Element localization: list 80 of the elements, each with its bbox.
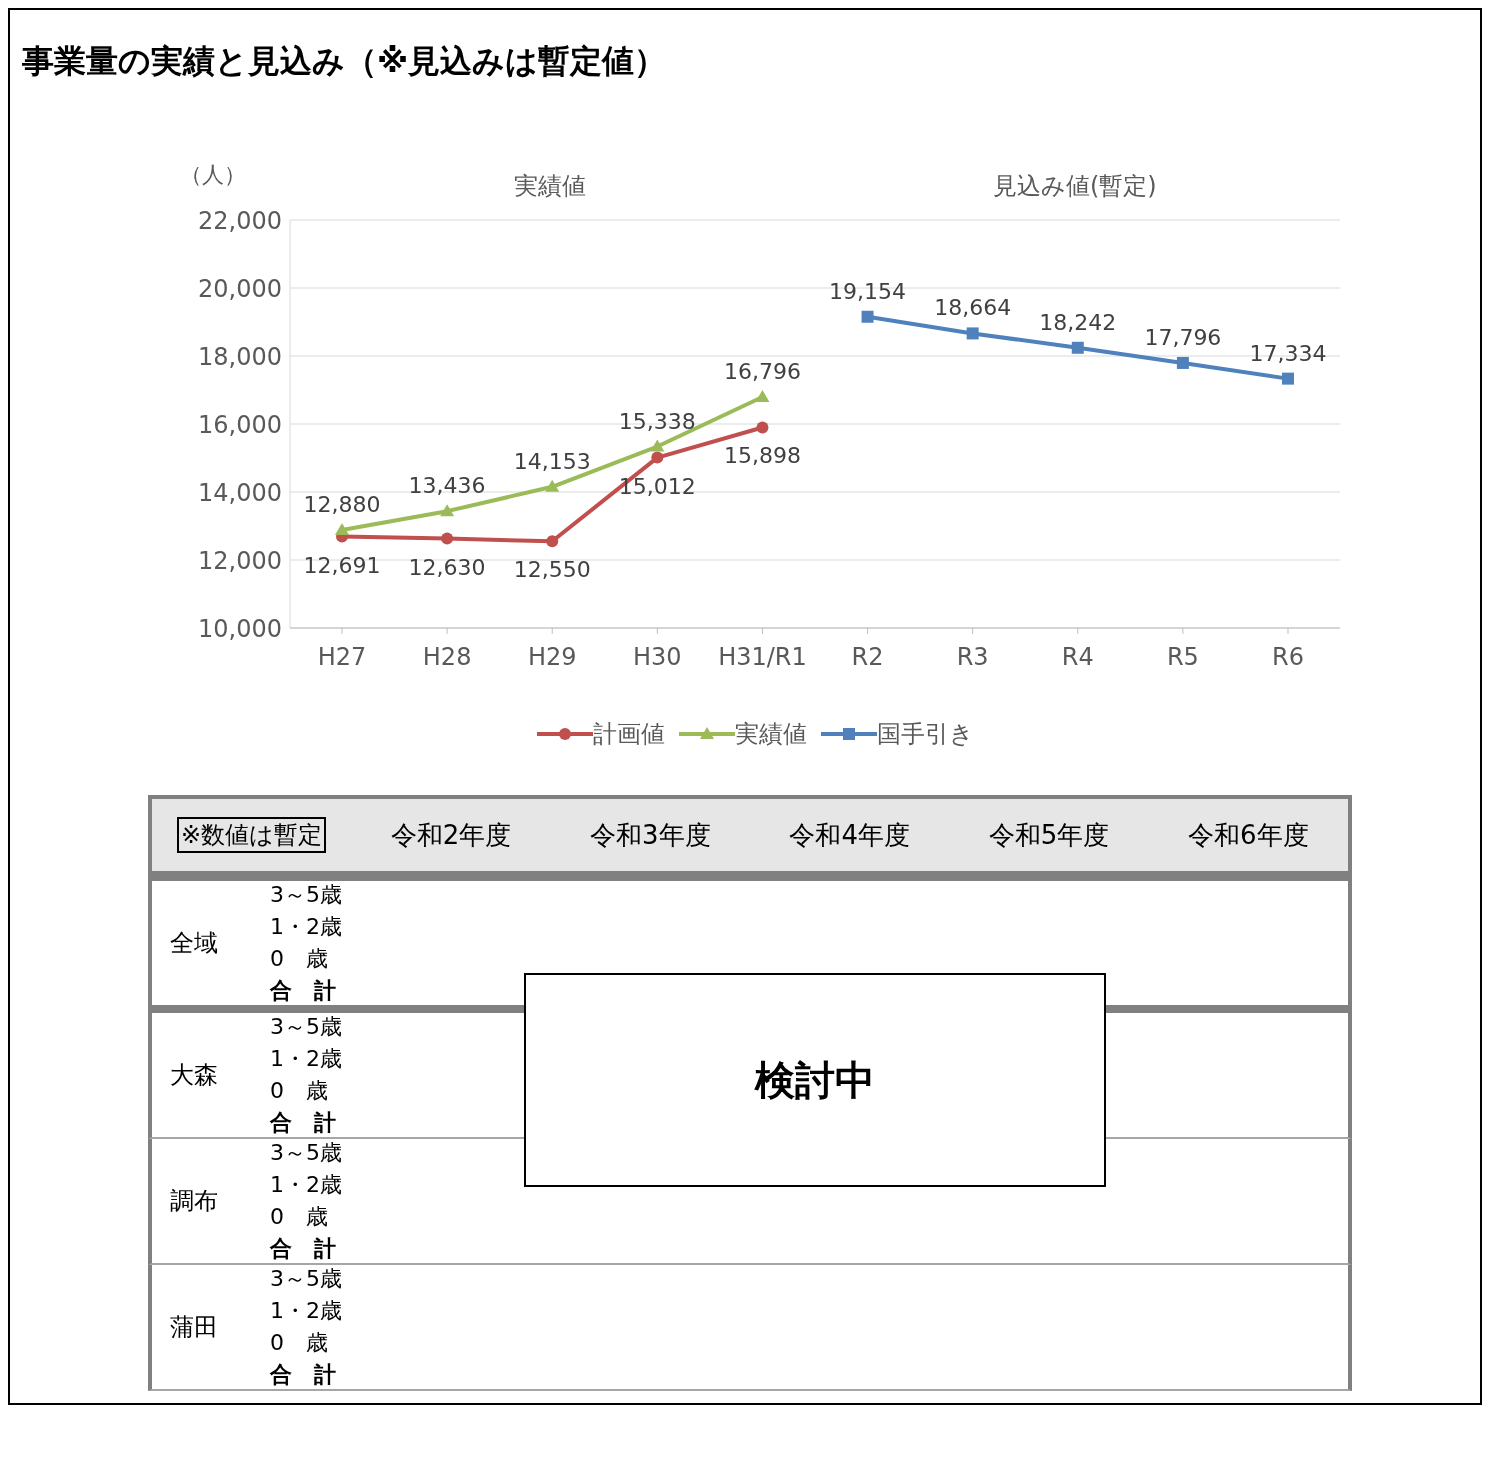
data-label: 18,664	[934, 295, 1012, 321]
data-label: 15,898	[723, 443, 801, 469]
x-tick-label: R3	[956, 643, 989, 672]
x-tick-label: H30	[633, 643, 682, 672]
text: 0 歳	[270, 1204, 328, 1229]
legend-label: 計画値	[591, 719, 665, 750]
data-label: 12,550	[513, 557, 591, 583]
category-label: 令和5年度	[987, 818, 1111, 852]
text: 見込み値(暫定)	[991, 171, 1158, 202]
text: 0 歳	[270, 1330, 328, 1355]
text: 合 計	[270, 1362, 336, 1387]
point	[441, 532, 454, 545]
point	[755, 389, 770, 402]
text: 合 計	[270, 977, 337, 1005]
category-label: 令和2年度	[389, 818, 513, 852]
text: 3～5歳	[270, 881, 343, 909]
text: ※数値は暫定	[177, 817, 327, 853]
data-label: 15,012	[618, 473, 696, 499]
legend-label: 実績値	[733, 719, 807, 750]
y-tick-label: 14,000	[198, 478, 282, 507]
y-tick-label: 16,000	[198, 410, 282, 439]
point	[861, 310, 874, 323]
y-tick-label: 22,000	[198, 206, 282, 235]
text: 1・2歳	[270, 1046, 342, 1071]
x-tick-label: H28	[422, 643, 472, 672]
point	[1282, 372, 1294, 385]
category-label: 蒲田	[170, 1313, 218, 1341]
category-label: 大森	[170, 1061, 218, 1089]
text: 0 歳	[270, 945, 329, 973]
chart-title: 事業量の実績と見込み（※見込みは暫定値）	[22, 41, 667, 82]
point	[1176, 356, 1189, 369]
point	[966, 327, 979, 340]
category-label: 調布	[170, 1187, 218, 1215]
data-label: 15,338	[618, 408, 696, 434]
legend-label: 国手引き	[875, 719, 974, 750]
data-label: 13,436	[408, 473, 486, 499]
text: 3～5歳	[270, 1140, 342, 1165]
x-tick-label: H31/R1	[718, 643, 807, 672]
x-tick-label: R2	[851, 643, 884, 672]
text: 実績値	[513, 171, 588, 202]
point	[335, 523, 349, 536]
text: 3～5歳	[270, 1266, 342, 1291]
text: 1・2歳	[270, 1298, 342, 1323]
text: 検討中	[524, 973, 1106, 1187]
y-tick-label: 10,000	[198, 614, 282, 643]
category-label: 令和3年度	[589, 818, 712, 852]
data-label: 17,796	[1144, 324, 1222, 350]
x-tick-label: R4	[1061, 643, 1094, 672]
point	[546, 535, 559, 548]
data-label: 19,154	[829, 278, 907, 304]
y-tick-label: 12,000	[198, 546, 282, 575]
data-label: 12,880	[303, 492, 381, 518]
text: 1・2歳	[270, 1172, 342, 1197]
x-tick-label: H29	[527, 643, 577, 672]
x-tick-label: H27	[317, 643, 367, 672]
point	[650, 439, 665, 452]
text: 合 計	[270, 1236, 336, 1261]
text: 合 計	[270, 1110, 336, 1135]
text: 3～5歳	[270, 1014, 342, 1039]
data-label: 12,630	[408, 554, 486, 580]
text: 0 歳	[270, 1078, 328, 1103]
y-axis-title: （人）	[180, 161, 246, 189]
category-label: 全域	[170, 929, 218, 957]
point	[756, 421, 769, 434]
x-tick-label: R6	[1272, 643, 1304, 672]
text: 1・2歳	[270, 913, 343, 941]
y-tick-label: 20,000	[198, 274, 282, 303]
category-label: 令和6年度	[1187, 818, 1310, 852]
point	[651, 451, 664, 464]
y-tick-label: 18,000	[198, 342, 282, 371]
x-tick-label: R5	[1166, 643, 1199, 672]
data-label: 17,334	[1249, 340, 1327, 366]
data-label: 18,242	[1039, 309, 1117, 335]
point	[440, 504, 455, 517]
data-label: 16,796	[723, 358, 801, 384]
data-label: 12,691	[303, 552, 381, 578]
category-label: 令和4年度	[788, 818, 911, 852]
point	[545, 479, 560, 492]
point	[1071, 341, 1084, 354]
data-label: 14,153	[513, 448, 591, 474]
